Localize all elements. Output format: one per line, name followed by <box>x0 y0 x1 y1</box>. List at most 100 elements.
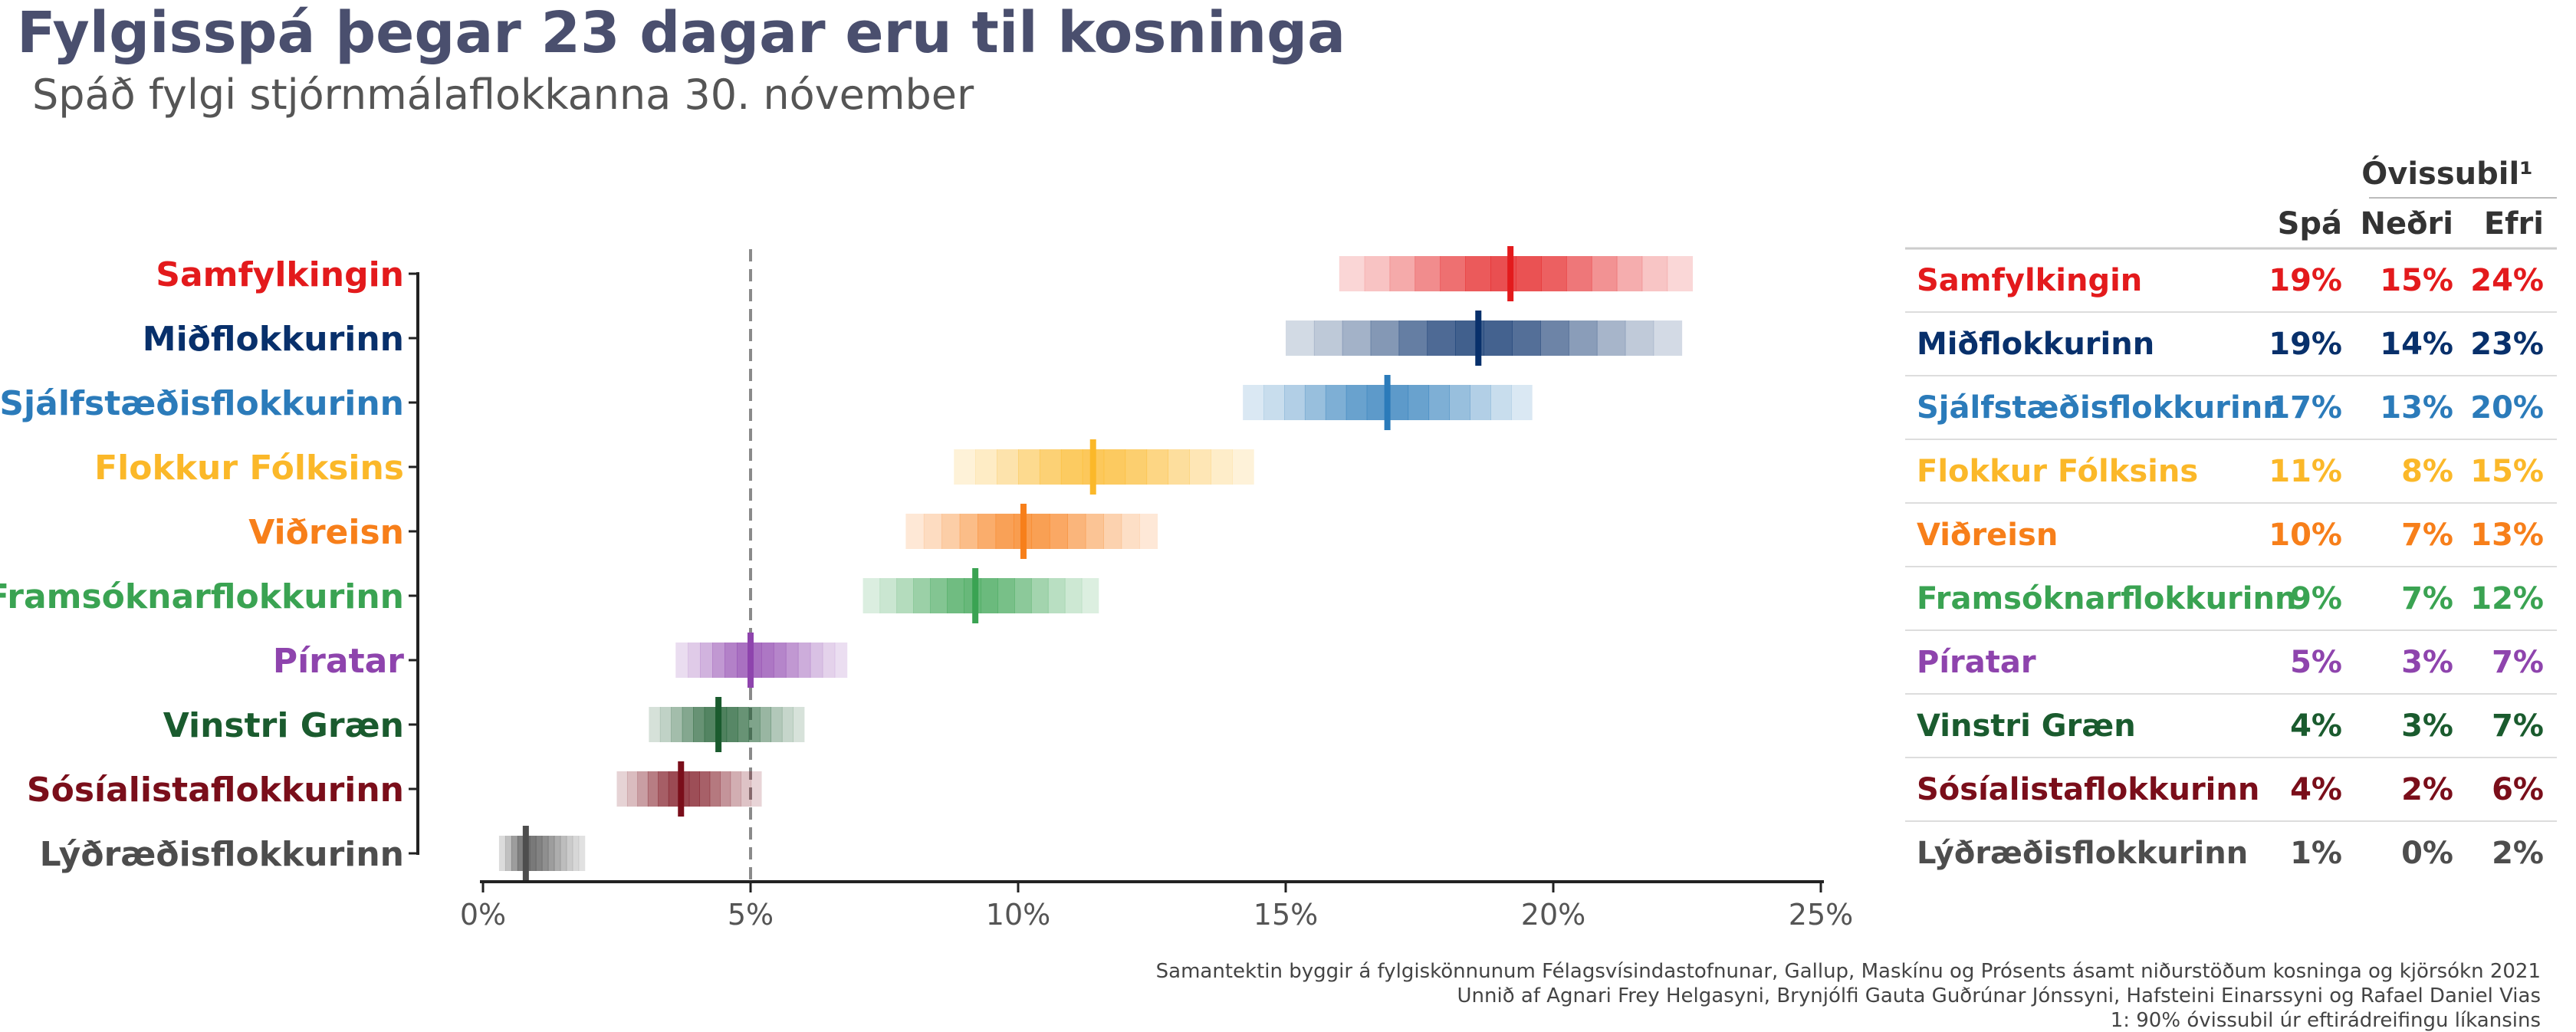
interval-segment <box>1243 385 1264 420</box>
row-value: 1% <box>2290 836 2342 871</box>
table-row: Samfylkingin 19% 15% 24% <box>1905 263 2557 313</box>
row-value: 0% <box>2401 836 2453 871</box>
row-value: 7% <box>2492 645 2544 680</box>
interval-segment <box>923 514 942 549</box>
interval-segment <box>1470 385 1491 420</box>
interval-segment <box>1139 514 1158 549</box>
interval-segment <box>930 578 948 613</box>
interval-segment <box>737 643 750 678</box>
row-value: 12% <box>2470 581 2544 616</box>
row-party-name: Sjálfstæðisflokkurinn <box>1917 390 2285 426</box>
interval-segment <box>751 771 762 807</box>
y-label-Vinstri Græn: Vinstri Græn <box>163 706 404 745</box>
y-label-Miðflokkurinn: Miðflokkurinn <box>143 320 404 359</box>
interval-segment <box>699 771 711 807</box>
y-label-Samfylkingin: Samfylkingin <box>156 255 404 294</box>
interval-segment <box>1189 449 1211 485</box>
row-party-name: Lýðræðisflokkurinn <box>1917 836 2248 871</box>
interval-segment <box>688 643 701 678</box>
interval-segment <box>659 707 672 742</box>
series-Vinstri Græn <box>649 697 805 752</box>
row-value: 14% <box>2380 327 2453 362</box>
interval-segment <box>1414 256 1441 291</box>
row-party-name: Samfylkingin <box>1917 263 2142 298</box>
interval-segment <box>517 836 524 871</box>
series-Framsóknarflokkurinn <box>863 568 1099 623</box>
row-party-name: Flokkur Fólksins <box>1917 454 2198 489</box>
interval-segment <box>785 643 799 678</box>
row-value: 2% <box>2401 772 2453 807</box>
row-value: 11% <box>2269 454 2342 489</box>
series-Flokkur Fólksins <box>954 439 1254 495</box>
interval-segment <box>1449 385 1470 420</box>
interval-segment <box>626 771 639 807</box>
row-value: 15% <box>2470 454 2544 489</box>
row-value: 19% <box>2269 263 2342 298</box>
row-value: 15% <box>2380 263 2453 298</box>
interval-segment <box>797 643 811 678</box>
interval-segment <box>1408 385 1430 420</box>
y-label-Píratar: Píratar <box>273 642 404 681</box>
row-value: 24% <box>2470 263 2544 298</box>
x-tick-label: 5% <box>728 898 774 932</box>
caption-sources: Samantektin byggir á fylgiskönnunum Féla… <box>1155 960 2541 983</box>
interval-segment <box>709 771 721 807</box>
row-value: 7% <box>2401 581 2453 616</box>
caption-authors: Unnið af Agnari Frey Helgasyni, Brynjólf… <box>1457 984 2541 1007</box>
table-row: Viðreisn 10% 7% 13% <box>1905 518 2557 567</box>
interval-segment <box>1427 320 1456 356</box>
interval-segment <box>896 578 914 613</box>
interval-segment <box>554 836 561 871</box>
row-value: 17% <box>2269 390 2342 426</box>
interval-segment <box>498 836 506 871</box>
row-value: 7% <box>2401 518 2453 553</box>
interval-segment <box>560 836 567 871</box>
interval-segment <box>1465 256 1491 291</box>
interval-segment <box>1667 256 1694 291</box>
x-tick-label: 25% <box>1789 898 1853 932</box>
interval-segment <box>658 771 669 807</box>
x-tick-label: 10% <box>986 898 1050 932</box>
interval-segment <box>1121 514 1140 549</box>
row-value: 4% <box>2290 772 2342 807</box>
interval-segment <box>712 643 725 678</box>
interval-segment <box>1339 256 1365 291</box>
interval-segment <box>1511 385 1533 420</box>
interval-segment <box>997 578 1015 613</box>
table-row: Miðflokkurinn 19% 14% 23% <box>1905 327 2557 376</box>
interval-segment <box>975 449 997 485</box>
interval-segment <box>704 707 716 742</box>
interval-segment <box>1653 320 1683 356</box>
interval-segment <box>1232 449 1254 485</box>
column-header: Efri <box>2484 206 2544 242</box>
interval-segment <box>720 771 731 807</box>
interval-segment <box>541 836 549 871</box>
column-header: Spá <box>2278 206 2342 242</box>
row-value: 10% <box>2269 518 2342 553</box>
interval-segment <box>863 578 881 613</box>
interval-segment <box>616 771 628 807</box>
interval-segment <box>1541 256 1567 291</box>
y-label-Viðreisn: Viðreisn <box>248 513 404 552</box>
interval-segment <box>997 449 1019 485</box>
interval-segment <box>1490 385 1512 420</box>
interval-segment <box>1060 449 1083 485</box>
interval-segment <box>726 707 738 742</box>
interval-segment <box>566 836 573 871</box>
column-header: Neðri <box>2360 206 2453 242</box>
row-value: 20% <box>2470 390 2544 426</box>
interval-segment <box>793 707 805 742</box>
interval-segment <box>738 707 750 742</box>
row-value: 13% <box>2470 518 2544 553</box>
caption-footnote: 1: 90% óvissubil úr eftirádreifingu líka… <box>2110 1009 2541 1032</box>
interval-segment <box>1387 385 1409 420</box>
table-row: Sósíalistaflokkurinn 4% 2% 6% <box>1905 772 2557 822</box>
interval-segment <box>578 836 586 871</box>
interval-segment <box>770 707 783 742</box>
table-row: Vinstri Græn 4% 3% 7% <box>1905 708 2557 758</box>
interval-segment <box>700 643 713 678</box>
interval-segment <box>572 836 580 871</box>
interval-segment <box>675 643 688 678</box>
